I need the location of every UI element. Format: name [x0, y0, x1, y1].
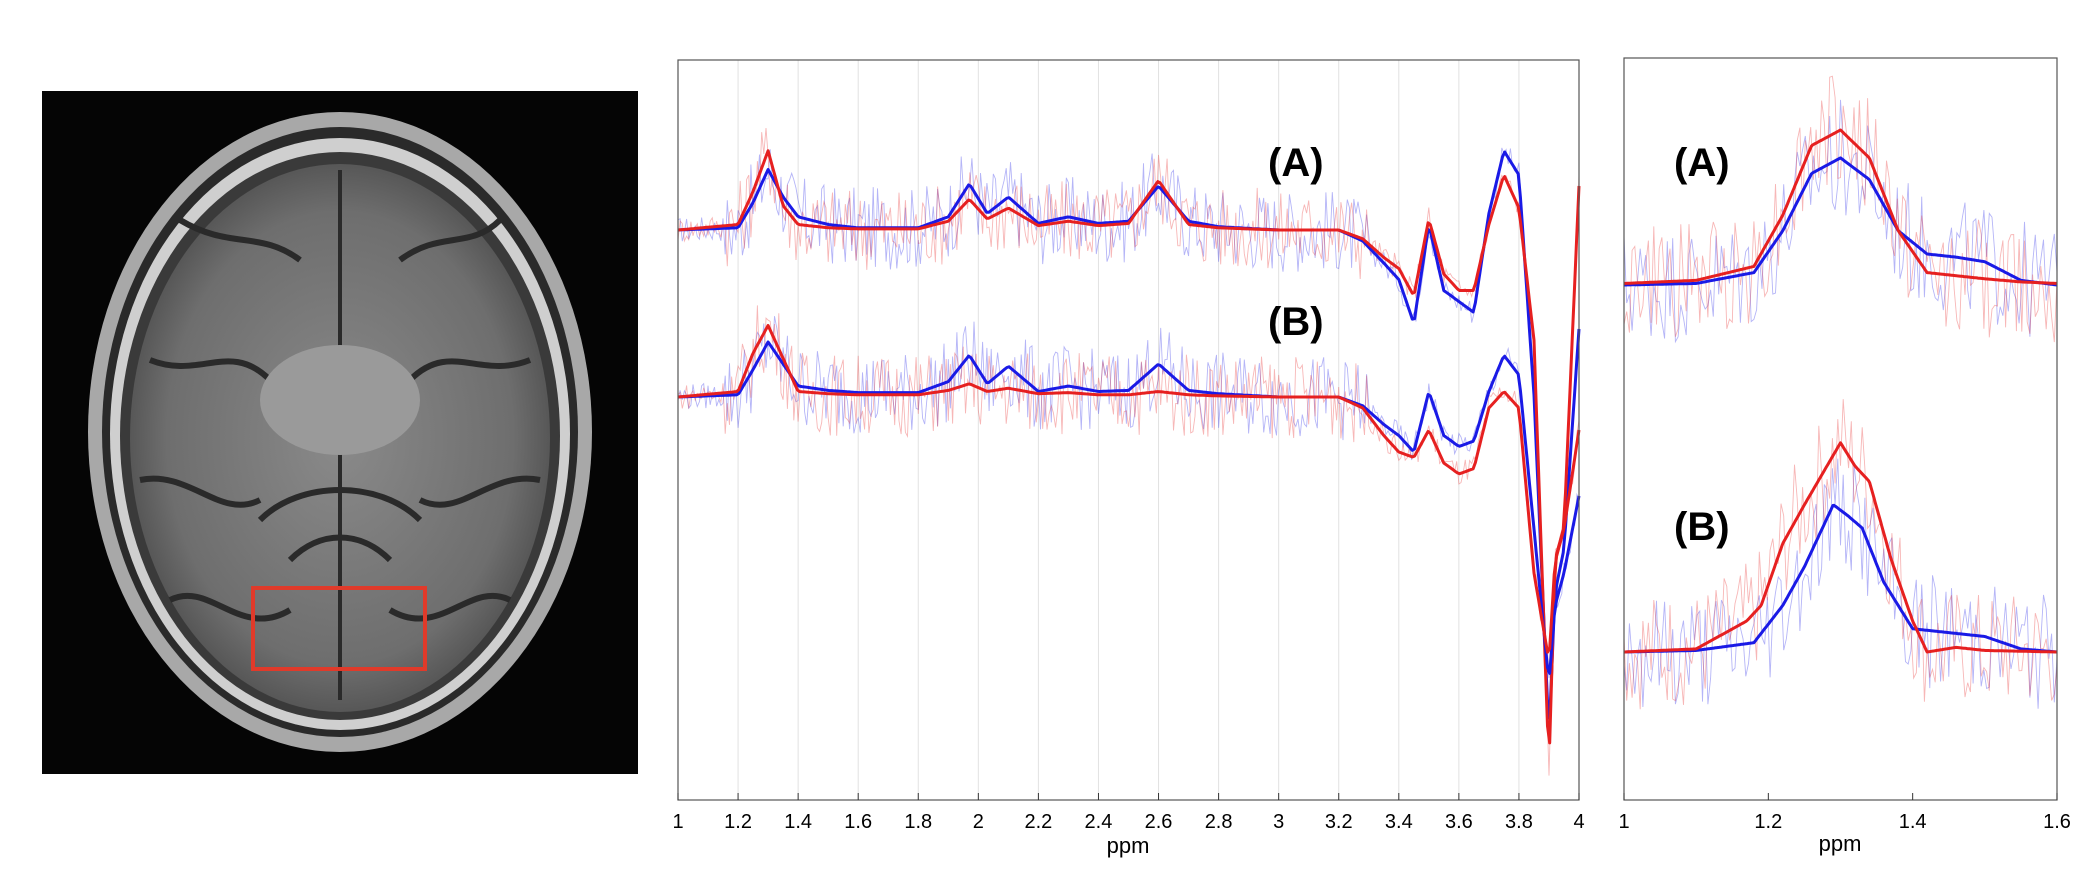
main-tick-label: 3 — [1273, 811, 1284, 833]
main-tick-label: 3.2 — [1325, 811, 1353, 833]
main-series-line-b-red — [677, 324, 1581, 654]
main-tick-label: 1.8 — [904, 811, 932, 833]
main-tick-label: 3.6 — [1445, 811, 1473, 833]
main-label-b: (B) — [1268, 300, 1324, 344]
zoom-label-b: (B) — [1674, 505, 1730, 549]
zoom-spectrum-panel: 1 1.2 1.4 1.6 (A) (B) ppm — [1618, 57, 2071, 856]
zoom-noise-trace-b — [1623, 458, 2058, 709]
main-series-line-a-red — [677, 149, 1581, 745]
main-gridlines — [737, 60, 1520, 800]
main-tick-label: 2.2 — [1024, 811, 1052, 833]
main-tick-label: 1.2 — [724, 811, 752, 833]
main-tick-label: 1.6 — [844, 811, 872, 833]
main-noise-trace-a — [677, 127, 1580, 776]
main-x-ticks: 1 1.2 1.4 1.6 1.8 2 2.2 2.4 2.6 2.8 3 3.2 3.4 3.6 3.8 4 — [672, 793, 1585, 833]
main-axes-box — [677, 59, 1580, 801]
main-spectrum-panel: 1 1.2 1.4 1.6 1.8 2 2.2 2.4 2.6 2.8 3 3.2 3.4 3.6 3.8 4… — [672, 59, 1585, 858]
main-tick-label: 2 — [973, 811, 984, 833]
main-noise-trace-b — [677, 305, 1580, 672]
main-x-axis-label: ppm — [1107, 833, 1150, 858]
main-tick-label: 2.4 — [1085, 811, 1113, 833]
main-tick-label: 4 — [1573, 811, 1584, 833]
zoom-x-axis-label: ppm — [1819, 831, 1862, 856]
main-label-a: (A) — [1268, 141, 1324, 185]
zoom-noise-trace-b — [1623, 399, 2058, 710]
zoom-axes-box — [1623, 57, 2058, 801]
main-tick-label: 2.6 — [1145, 811, 1173, 833]
zoom-noise-trace-a — [1623, 99, 2058, 344]
zoom-label-a: (A) — [1674, 141, 1730, 185]
main-tick-label: 3.4 — [1385, 811, 1413, 833]
zoom-noise-traces — [1623, 75, 2058, 710]
region-of-interest-box — [251, 586, 427, 671]
main-series-lines — [677, 149, 1581, 745]
zoom-series-lines — [1623, 128, 2058, 654]
main-tick-label: 3.8 — [1505, 811, 1533, 833]
zoom-series-line-b-blue — [1623, 503, 2058, 654]
main-series-line-b-blue — [677, 340, 1581, 675]
main-tick-label: 1 — [672, 811, 683, 833]
zoom-noise-trace-a — [1623, 75, 2058, 343]
main-tick-label: 2.8 — [1205, 811, 1233, 833]
zoom-series-line-a-blue — [1623, 156, 2058, 287]
zoom-tick-label: 1 — [1618, 811, 1629, 833]
main-noise-traces — [677, 127, 1580, 776]
mri-image — [42, 91, 638, 774]
main-noise-trace-b — [677, 316, 1580, 679]
zoom-tick-label: 1.2 — [1754, 811, 1782, 833]
zoom-x-ticks: 1 1.2 1.4 1.6 — [1618, 793, 2071, 833]
zoom-series-line-a-red — [1623, 128, 2058, 285]
zoom-series-line-b-red — [1623, 441, 2058, 654]
main-noise-trace-a — [677, 147, 1580, 728]
zoom-tick-label: 1.4 — [1899, 811, 1927, 833]
zoom-tick-label: 1.6 — [2043, 811, 2071, 833]
main-tick-label: 1.4 — [784, 811, 812, 833]
